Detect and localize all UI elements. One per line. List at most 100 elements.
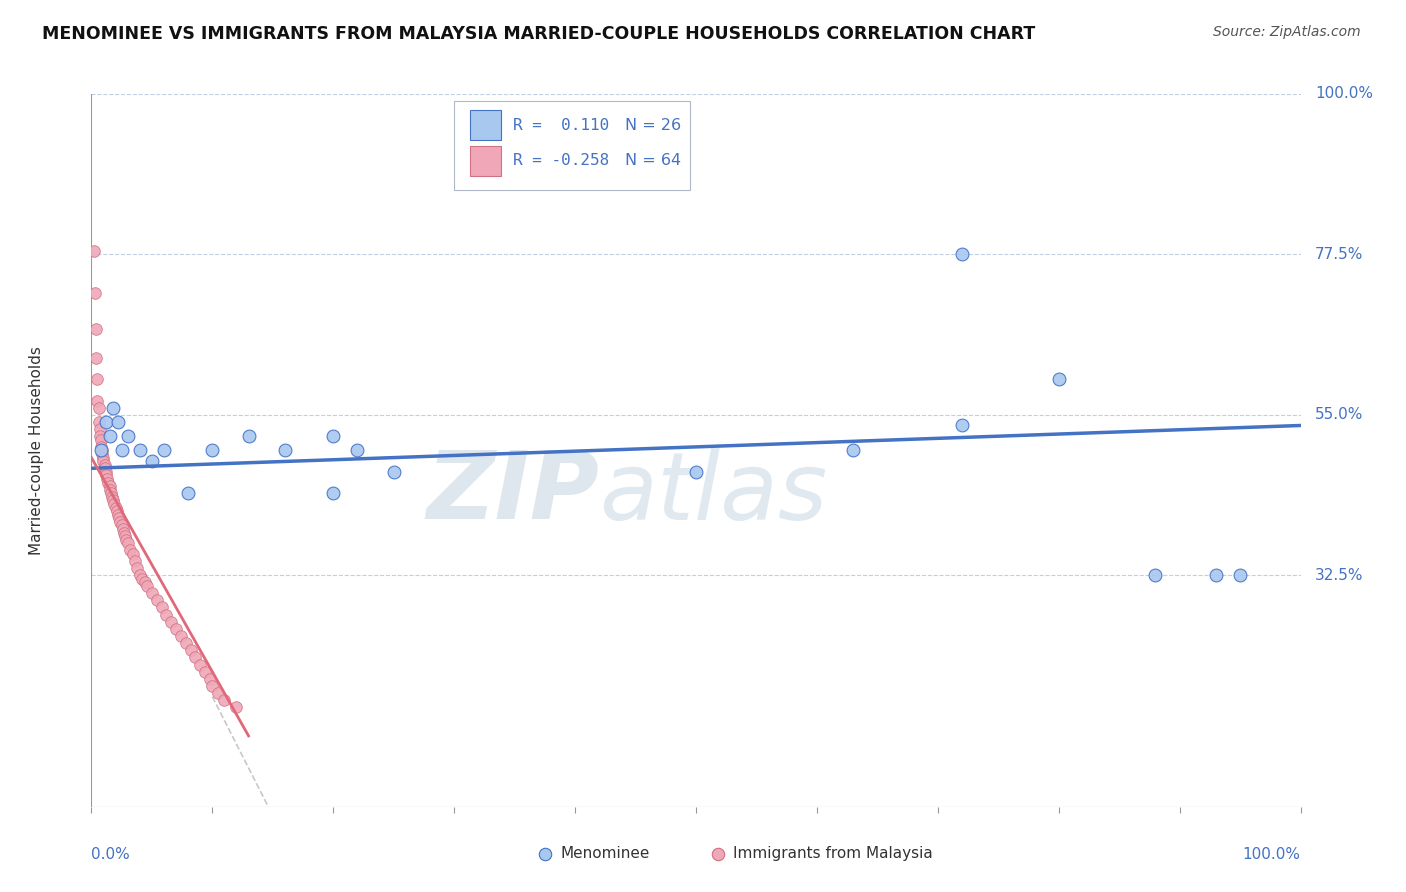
Point — [90, 443, 112, 458]
Point — [382, 465, 405, 479]
Point — [1229, 568, 1251, 582]
Point — [160, 615, 183, 629]
Point — [201, 443, 224, 458]
Text: 0.0%: 0.0% — [91, 847, 131, 862]
Point — [174, 636, 197, 650]
Point — [207, 686, 229, 700]
Point — [103, 497, 125, 511]
Point — [83, 244, 105, 258]
Point — [131, 572, 153, 586]
Point — [225, 700, 247, 714]
Point — [107, 415, 129, 429]
Point — [950, 247, 973, 261]
Point — [108, 511, 131, 525]
Text: ZIP: ZIP — [426, 447, 599, 540]
Point — [198, 672, 221, 686]
Point — [155, 607, 177, 622]
Point — [93, 450, 115, 465]
Text: R = -0.258: R = -0.258 — [513, 153, 610, 169]
Text: Menominee: Menominee — [561, 847, 650, 861]
Point — [94, 468, 117, 483]
Text: R =  0.110: R = 0.110 — [513, 118, 610, 133]
Point — [90, 433, 112, 447]
FancyBboxPatch shape — [470, 145, 502, 176]
Point — [238, 429, 260, 443]
Point — [86, 372, 108, 386]
Point — [1047, 372, 1070, 386]
Point — [111, 443, 132, 458]
Point — [134, 575, 156, 590]
Point — [101, 493, 124, 508]
Point — [201, 679, 224, 693]
Point — [98, 429, 121, 443]
Point — [533, 847, 555, 861]
Point — [274, 443, 297, 458]
Point — [94, 415, 117, 429]
Point — [94, 465, 117, 479]
Point — [97, 475, 120, 490]
Point — [115, 533, 138, 547]
Point — [685, 465, 707, 479]
Point — [107, 508, 129, 522]
Point — [89, 429, 111, 443]
Text: Married-couple Households: Married-couple Households — [30, 346, 45, 555]
Point — [101, 490, 124, 504]
Point — [93, 461, 115, 475]
Point — [127, 561, 149, 575]
Point — [180, 643, 202, 657]
Point — [170, 629, 193, 643]
Point — [84, 351, 107, 365]
Point — [101, 401, 124, 415]
Point — [87, 415, 110, 429]
Point — [89, 422, 111, 436]
Point — [87, 401, 110, 415]
Text: 100.0%: 100.0% — [1243, 847, 1301, 862]
Point — [136, 579, 159, 593]
Point — [706, 847, 728, 861]
Point — [145, 593, 167, 607]
Point — [117, 429, 139, 443]
Text: N = 64: N = 64 — [624, 153, 681, 169]
Point — [150, 600, 173, 615]
Point — [120, 543, 142, 558]
Point — [346, 443, 368, 458]
Point — [90, 440, 112, 454]
Text: Source: ZipAtlas.com: Source: ZipAtlas.com — [1213, 25, 1361, 39]
Point — [184, 650, 207, 665]
Text: MENOMINEE VS IMMIGRANTS FROM MALAYSIA MARRIED-COUPLE HOUSEHOLDS CORRELATION CHAR: MENOMINEE VS IMMIGRANTS FROM MALAYSIA MA… — [42, 25, 1035, 43]
Text: 100.0%: 100.0% — [1315, 87, 1374, 101]
Point — [128, 443, 150, 458]
Point — [91, 447, 114, 461]
Point — [842, 443, 865, 458]
Text: atlas: atlas — [599, 448, 828, 539]
Point — [93, 454, 115, 468]
Point — [188, 657, 211, 672]
Point — [98, 483, 121, 497]
Point — [112, 525, 135, 540]
Point — [84, 286, 107, 301]
Point — [141, 454, 163, 468]
Point — [114, 529, 136, 543]
Point — [214, 693, 236, 707]
Point — [111, 518, 132, 533]
Point — [121, 547, 143, 561]
Point — [111, 522, 134, 536]
Text: N = 26: N = 26 — [624, 118, 681, 133]
Point — [104, 500, 127, 515]
FancyBboxPatch shape — [470, 110, 502, 140]
Point — [1144, 568, 1167, 582]
Point — [117, 536, 139, 550]
Text: Immigrants from Malaysia: Immigrants from Malaysia — [734, 847, 934, 861]
Point — [105, 504, 128, 518]
Point — [110, 515, 132, 529]
Point — [153, 443, 176, 458]
Point — [86, 393, 108, 408]
Point — [322, 429, 344, 443]
Text: 77.5%: 77.5% — [1315, 247, 1364, 261]
Point — [100, 486, 122, 500]
Point — [124, 554, 146, 568]
Point — [1205, 568, 1227, 582]
Point — [96, 472, 118, 486]
Point — [91, 443, 114, 458]
Point — [950, 418, 973, 433]
